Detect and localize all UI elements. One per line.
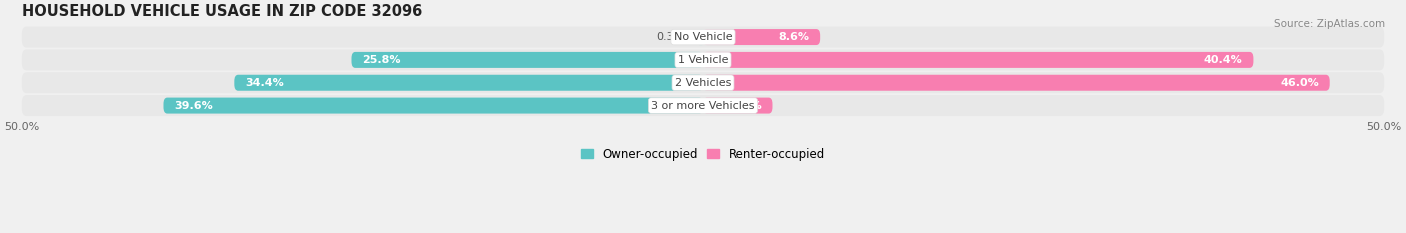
FancyBboxPatch shape [703, 98, 772, 113]
FancyBboxPatch shape [703, 52, 1253, 68]
FancyBboxPatch shape [21, 72, 1385, 93]
Text: 8.6%: 8.6% [779, 32, 810, 42]
FancyBboxPatch shape [21, 49, 1385, 70]
Text: 39.6%: 39.6% [174, 101, 214, 111]
Text: 1 Vehicle: 1 Vehicle [678, 55, 728, 65]
Text: 46.0%: 46.0% [1279, 78, 1319, 88]
FancyBboxPatch shape [703, 29, 820, 45]
Text: 3 or more Vehicles: 3 or more Vehicles [651, 101, 755, 111]
Text: 5.1%: 5.1% [731, 101, 762, 111]
Text: 40.4%: 40.4% [1204, 55, 1243, 65]
Legend: Owner-occupied, Renter-occupied: Owner-occupied, Renter-occupied [581, 148, 825, 161]
Text: 2 Vehicles: 2 Vehicles [675, 78, 731, 88]
Text: No Vehicle: No Vehicle [673, 32, 733, 42]
FancyBboxPatch shape [352, 52, 703, 68]
Text: 25.8%: 25.8% [363, 55, 401, 65]
FancyBboxPatch shape [235, 75, 703, 91]
FancyBboxPatch shape [703, 75, 1330, 91]
FancyBboxPatch shape [21, 27, 1385, 48]
Text: 34.4%: 34.4% [245, 78, 284, 88]
FancyBboxPatch shape [699, 29, 703, 45]
FancyBboxPatch shape [21, 95, 1385, 116]
Text: Source: ZipAtlas.com: Source: ZipAtlas.com [1274, 19, 1385, 29]
Text: 0.31%: 0.31% [657, 32, 692, 42]
FancyBboxPatch shape [163, 98, 703, 113]
Text: HOUSEHOLD VEHICLE USAGE IN ZIP CODE 32096: HOUSEHOLD VEHICLE USAGE IN ZIP CODE 3209… [21, 4, 422, 19]
